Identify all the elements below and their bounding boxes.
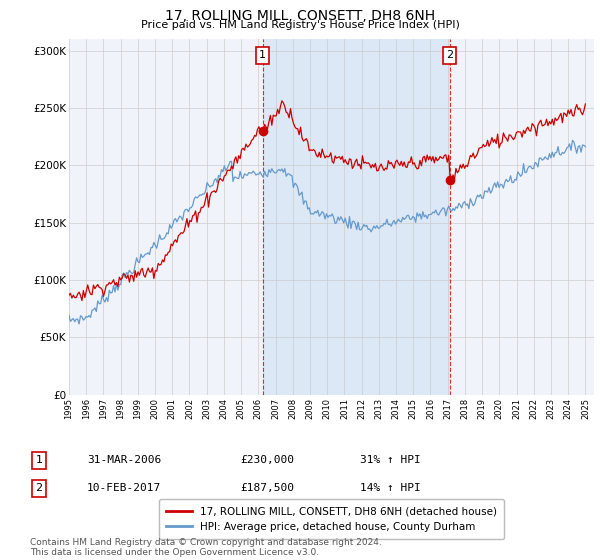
Bar: [263, 39, 449, 395]
Text: 2: 2: [446, 50, 453, 60]
Text: 31-MAR-2006: 31-MAR-2006: [87, 455, 161, 465]
Legend: 17, ROLLING MILL, CONSETT, DH8 6NH (detached house), HPI: Average price, detache: 17, ROLLING MILL, CONSETT, DH8 6NH (deta…: [158, 499, 505, 539]
Text: 1: 1: [35, 455, 43, 465]
Text: 31% ↑ HPI: 31% ↑ HPI: [360, 455, 421, 465]
Text: Contains HM Land Registry data © Crown copyright and database right 2024.
This d: Contains HM Land Registry data © Crown c…: [30, 538, 382, 557]
Text: 14% ↑ HPI: 14% ↑ HPI: [360, 483, 421, 493]
Text: 1: 1: [259, 50, 266, 60]
Text: 2: 2: [35, 483, 43, 493]
Text: 17, ROLLING MILL, CONSETT, DH8 6NH: 17, ROLLING MILL, CONSETT, DH8 6NH: [165, 9, 435, 23]
Text: £187,500: £187,500: [240, 483, 294, 493]
Text: 10-FEB-2017: 10-FEB-2017: [87, 483, 161, 493]
Text: £230,000: £230,000: [240, 455, 294, 465]
Text: Price paid vs. HM Land Registry's House Price Index (HPI): Price paid vs. HM Land Registry's House …: [140, 20, 460, 30]
